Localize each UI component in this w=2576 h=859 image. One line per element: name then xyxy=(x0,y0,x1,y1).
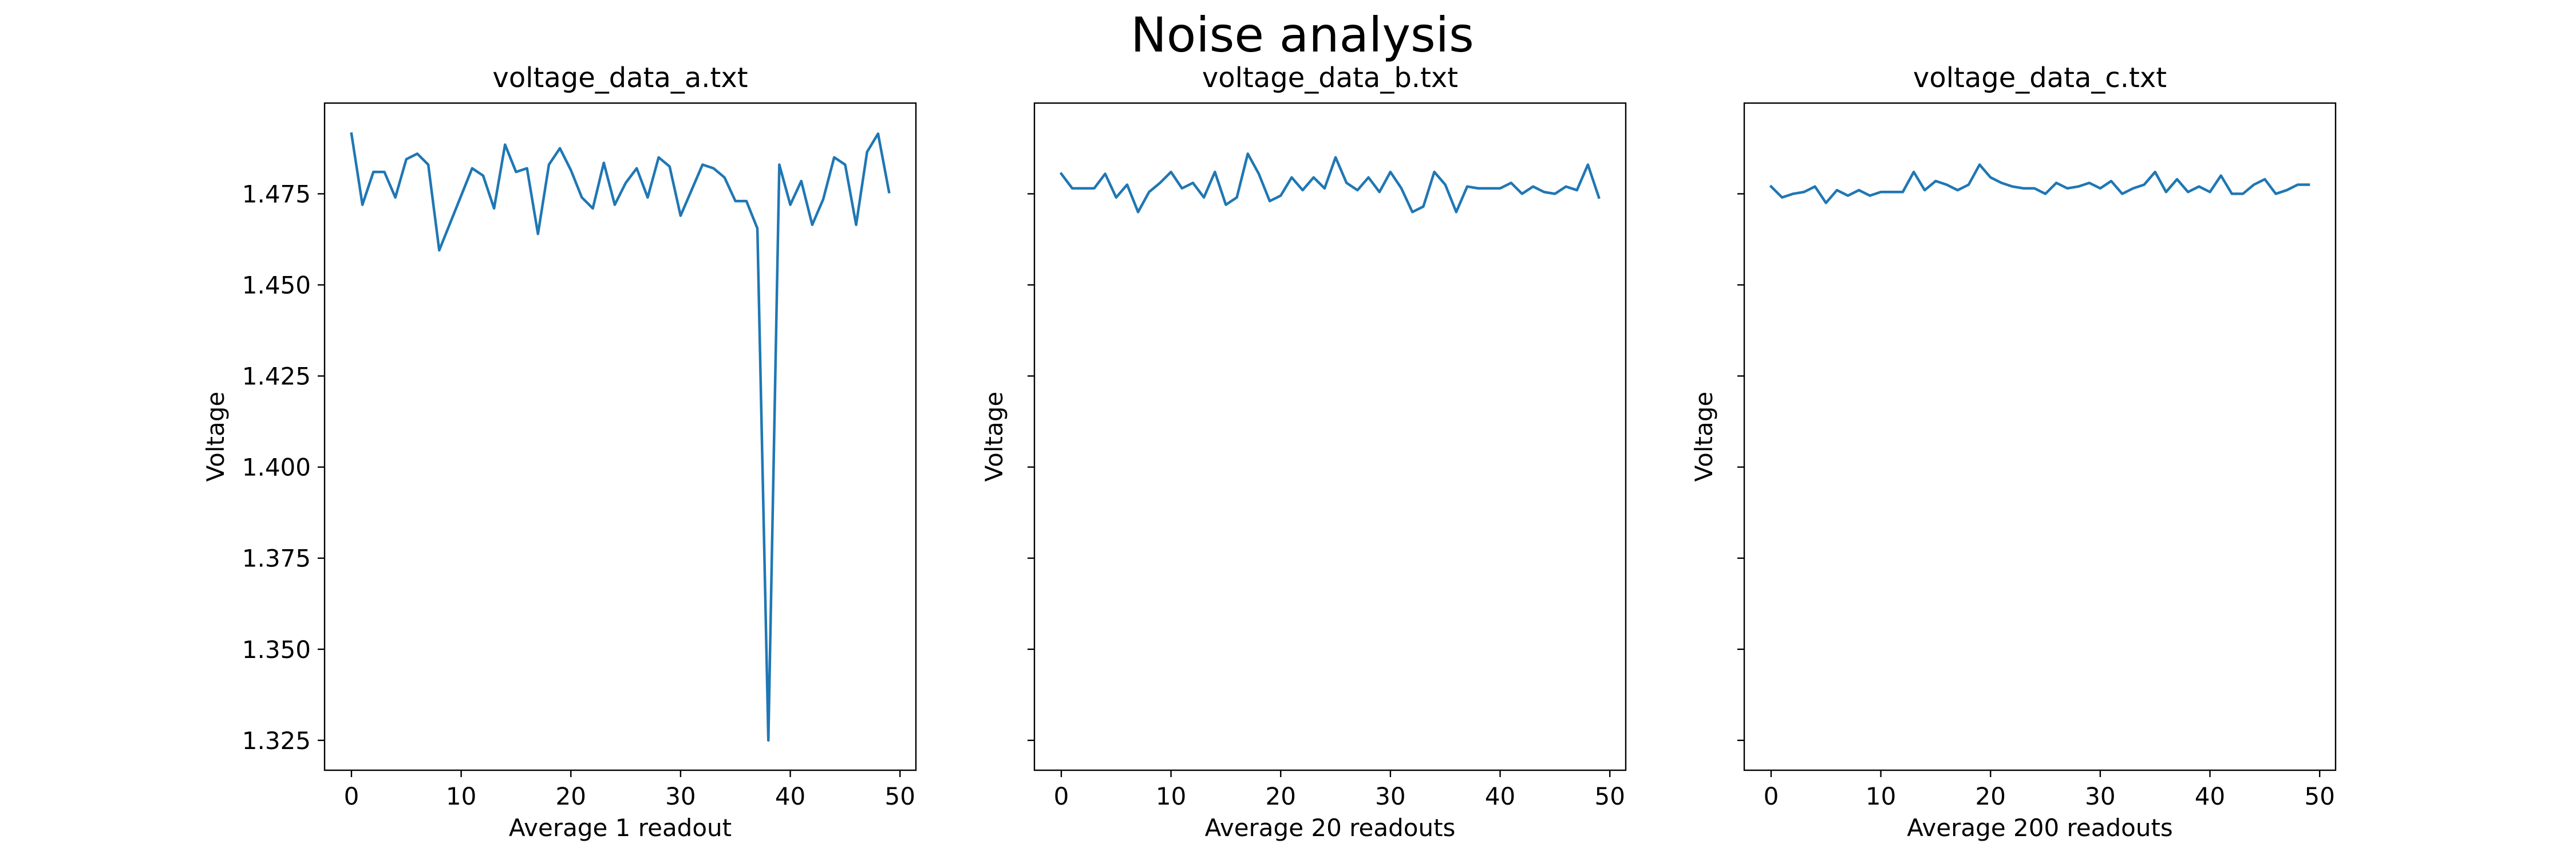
plot-frame xyxy=(1743,102,2337,771)
y-axis-label: Voltage xyxy=(1690,392,1718,482)
y-axis-label: Voltage xyxy=(202,392,230,482)
panel-title: voltage_data_c.txt xyxy=(1913,62,2167,94)
series-line-1 xyxy=(350,132,891,742)
x-tick-label: 0 xyxy=(1054,782,1069,810)
x-axis-label: Average 200 readouts xyxy=(1907,814,2173,842)
y-axis-label: Voltage xyxy=(980,392,1008,482)
x-tick-label: 40 xyxy=(2195,782,2225,810)
y-tick-label: 1.425 xyxy=(242,362,311,391)
chart-panels: 0 10 20 30 40 50 1.325 1.350 1.375 1.400 1.425 1.45… xyxy=(202,62,2337,842)
y-tick-label: 1.475 xyxy=(242,180,311,208)
x-tick-label: 20 xyxy=(556,782,586,810)
x-tick-label: 30 xyxy=(2085,782,2115,810)
x-tick-label: 0 xyxy=(344,782,359,810)
y-tick-label: 1.375 xyxy=(242,545,311,573)
panel-title: voltage_data_a.txt xyxy=(492,62,748,94)
x-axis-label: Average 1 readout xyxy=(509,814,732,842)
x-tick-label: 30 xyxy=(665,782,696,810)
series-line-1 xyxy=(1769,163,2310,204)
x-tick-label: 50 xyxy=(884,782,915,810)
plot-frame xyxy=(323,102,917,771)
y-tick-label: 1.325 xyxy=(242,727,311,755)
chart-panel-3: 0 10 20 30 40 50 voltage_data_c.txt Average 200… xyxy=(1690,62,2337,842)
chart-panel-2: 0 10 20 30 40 50 voltage_data_b.txt Average 20 … xyxy=(980,62,1627,842)
x-tick-label: 10 xyxy=(1156,782,1186,810)
x-tick-label: 20 xyxy=(1976,782,2006,810)
x-tick-label: 20 xyxy=(1266,782,1296,810)
chart-panel-1: 0 10 20 30 40 50 1.325 1.350 1.375 1.400 1.425 1.45… xyxy=(202,62,917,842)
x-tick-label: 10 xyxy=(1866,782,1896,810)
x-tick-label: 30 xyxy=(1375,782,1405,810)
x-tick-label: 40 xyxy=(775,782,805,810)
y-tick-label: 1.450 xyxy=(242,271,311,299)
x-tick-label: 10 xyxy=(446,782,476,810)
x-axis-label: Average 20 readouts xyxy=(1205,814,1456,842)
series-line-1 xyxy=(1059,152,1601,214)
y-tick-label: 1.350 xyxy=(242,636,311,664)
figure-title: Noise analysis xyxy=(1131,7,1474,63)
x-tick-label: 50 xyxy=(2304,782,2334,810)
plot-frame xyxy=(1033,102,1627,771)
y-tick-label: 1.400 xyxy=(242,454,311,482)
x-tick-label: 50 xyxy=(1594,782,1625,810)
x-tick-label: 40 xyxy=(1485,782,1515,810)
panel-title: voltage_data_b.txt xyxy=(1202,62,1458,94)
x-tick-label: 0 xyxy=(1764,782,1779,810)
